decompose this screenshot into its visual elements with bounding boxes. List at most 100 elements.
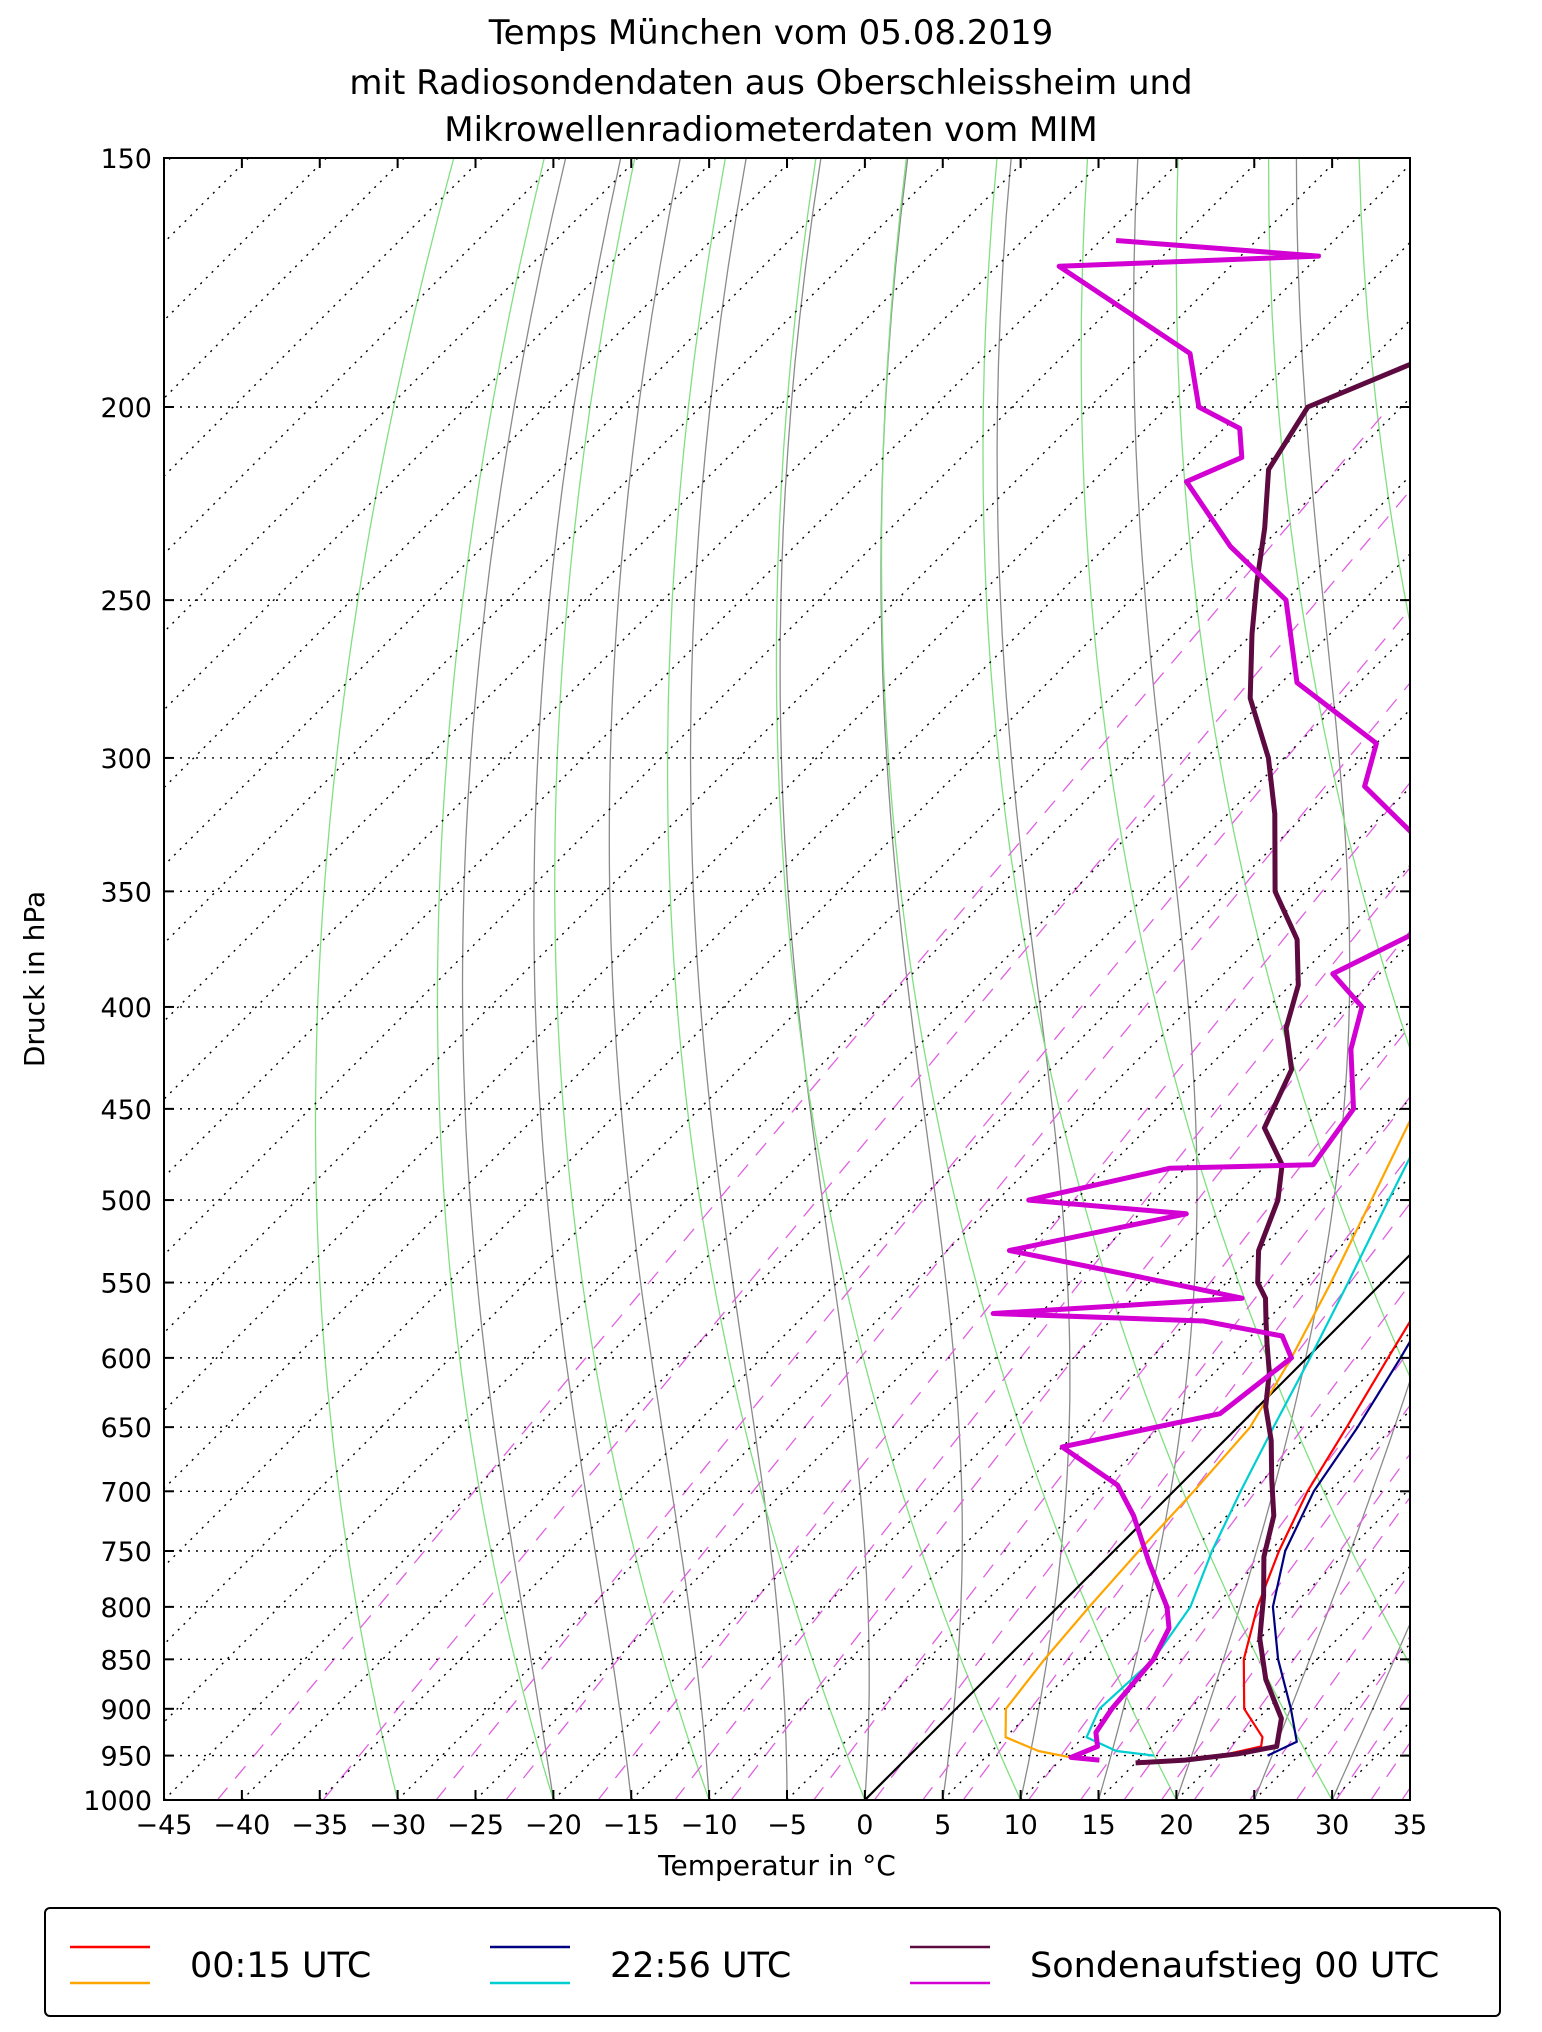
y-tick-label: 450 xyxy=(100,1095,152,1126)
series-line xyxy=(1195,1319,1410,1759)
y-tick-label: 850 xyxy=(100,1645,152,1676)
dry-adiabat xyxy=(982,158,1333,1800)
series-line xyxy=(1267,1339,1410,1757)
legend-label: 22:56 UTC xyxy=(610,1946,791,1986)
mixing-ratio-line xyxy=(1028,1283,1410,1800)
isotherm xyxy=(942,1331,1410,1800)
y-tick-label: 600 xyxy=(100,1344,152,1375)
title-line-1: Temps München vom 05.08.2019 xyxy=(488,13,1054,53)
y-tick-label: 150 xyxy=(100,144,152,175)
mixing-ratio-line xyxy=(597,781,1410,1800)
mixing-ratio-line xyxy=(962,1202,1410,1800)
profile-lines xyxy=(990,238,1410,1766)
x-tick-label: 20 xyxy=(1159,1810,1193,1841)
mixing-ratio-line xyxy=(730,930,1410,1800)
x-tick-label: −20 xyxy=(525,1810,582,1841)
x-tick-label: 35 xyxy=(1393,1810,1427,1841)
x-tick-label: −15 xyxy=(603,1810,660,1841)
x-tick-label: 30 xyxy=(1315,1810,1349,1841)
mixing-ratio-line xyxy=(216,406,1390,1800)
dry-adiabat xyxy=(666,158,866,1800)
moist-adiabat xyxy=(689,158,788,1800)
y-tick-label: 750 xyxy=(100,1537,152,1568)
moist-adiabat xyxy=(533,158,632,1800)
isotherm xyxy=(164,158,1106,1101)
mixing-ratio-line xyxy=(1123,1404,1410,1800)
dry-adiabat xyxy=(1450,158,1542,1800)
isotherm xyxy=(164,158,405,400)
y-tick-label: 500 xyxy=(100,1186,152,1217)
isotherm xyxy=(1488,158,1542,1800)
isotherm xyxy=(164,241,1410,1490)
y-axis-ticks: 150 200 250 300 350 400 450 500 550 600 650 700 750 8… xyxy=(83,144,1410,1817)
x-tick-label: −25 xyxy=(447,1810,504,1841)
y-tick-label: 400 xyxy=(100,993,152,1024)
moist-adiabat xyxy=(461,158,567,1800)
x-tick-label: 15 xyxy=(1081,1810,1115,1841)
x-tick-label: 10 xyxy=(1003,1810,1037,1841)
isotherm xyxy=(786,1176,1410,1800)
x-tick-label: −40 xyxy=(213,1810,270,1841)
x-tick-label: −45 xyxy=(136,1810,193,1841)
moist-adiabat xyxy=(996,158,1071,1800)
dry-adiabat xyxy=(880,158,1177,1800)
isotherm xyxy=(164,319,1410,1568)
mixing-ratio-line xyxy=(922,1153,1410,1800)
moist-adiabat xyxy=(1175,158,1351,1800)
mixing-ratio-line xyxy=(505,681,1410,1800)
chart-title: Temps München vom 05.08.2019 mit Radioso… xyxy=(349,13,1192,150)
dry-adiabat xyxy=(314,158,455,1800)
x-axis-ticks: −45 −40 −35 −30 −25 −20 −15 −10 −5 0 5 10 15 20 25 30 35 xyxy=(136,158,1427,1841)
x-tick-label: −30 xyxy=(369,1810,426,1841)
moist-adiabat xyxy=(1253,1378,1410,1800)
isotherm xyxy=(164,158,1184,1178)
y-tick-label: 1000 xyxy=(83,1786,152,1817)
isotherm xyxy=(1175,1565,1410,1800)
mixing-ratio-line xyxy=(1430,407,1542,1800)
isotherm xyxy=(164,158,1028,1023)
mixing-ratio-line xyxy=(1160,1452,1410,1800)
y-axis-label: Druck in hPa xyxy=(18,891,51,1067)
mixing-ratio-line xyxy=(1479,407,1542,1800)
y-tick-label: 800 xyxy=(100,1593,152,1624)
isotherm xyxy=(708,1098,1410,1800)
x-tick-label: −10 xyxy=(681,1810,738,1841)
title-line-2: mit Radiosondendaten aus Oberschleisshei… xyxy=(349,63,1192,103)
mixing-ratio-line xyxy=(873,1095,1410,1800)
x-tick-label: 5 xyxy=(934,1810,951,1841)
dry-adiabat xyxy=(1267,158,1410,1051)
y-tick-label: 950 xyxy=(100,1742,152,1773)
dry-adiabat xyxy=(1175,158,1410,1379)
moist-adiabat xyxy=(1331,1622,1410,1800)
isotherm xyxy=(397,786,1410,1800)
moist-adiabat xyxy=(779,158,870,1800)
isotherm xyxy=(1020,1409,1410,1800)
y-tick-label: 700 xyxy=(100,1477,152,1508)
mixing-ratio-line xyxy=(435,607,1410,1800)
x-tick-label: 0 xyxy=(856,1810,873,1841)
isotherm xyxy=(164,397,1410,1646)
moist-adiabat xyxy=(608,158,710,1800)
series-line xyxy=(1004,1118,1410,1759)
mixing-ratio-lines xyxy=(216,406,1542,1800)
dry-adiabat xyxy=(436,158,555,1800)
mixing-ratio-line xyxy=(1401,1786,1410,1800)
series-line xyxy=(990,238,1410,1763)
mixing-ratio-line xyxy=(1193,1496,1410,1800)
x-tick-label: −5 xyxy=(767,1810,807,1841)
moist-adiabat xyxy=(880,158,963,1800)
isotherm xyxy=(630,1020,1410,1800)
y-tick-label: 200 xyxy=(100,393,152,424)
isotherm xyxy=(1331,1721,1410,1800)
legend-label: 00:15 UTC xyxy=(190,1946,371,1986)
legend-box xyxy=(44,1907,1501,2017)
legend: 00:15 UTC 22:56 UTC Sondenaufstieg 00 UTC xyxy=(44,1907,1501,2017)
mixing-ratio-line xyxy=(1295,1635,1410,1800)
y-tick-label: 250 xyxy=(100,586,152,617)
isotherm xyxy=(319,708,1410,1800)
title-line-3: Mikrowellenradiometerdaten vom MIM xyxy=(444,110,1097,150)
isotherm xyxy=(241,630,1410,1800)
x-tick-label: 25 xyxy=(1237,1810,1271,1841)
series-line xyxy=(1135,361,1410,1766)
